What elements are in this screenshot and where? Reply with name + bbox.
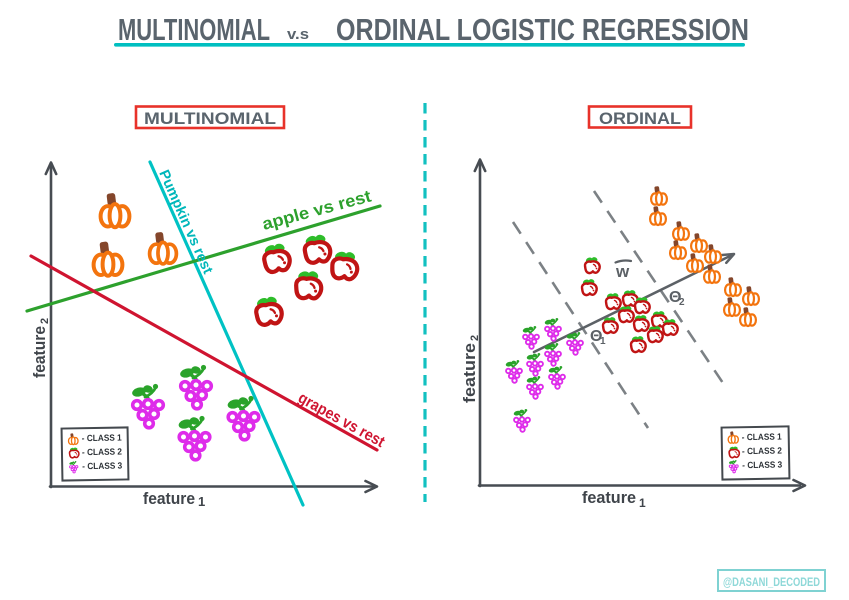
svg-text:- CLASS 3: - CLASS 3 [82,461,122,472]
svg-text:@DASANI_DECODED: @DASANI_DECODED [723,575,820,589]
svg-text:- CLASS 3: - CLASS 3 [742,460,782,471]
svg-text:- CLASS 1: - CLASS 1 [82,433,122,444]
svg-text:- CLASS 2: - CLASS 2 [82,447,122,458]
svg-text:ORDINAL LOGISTIC REGRESSION: ORDINAL LOGISTIC REGRESSION [336,12,749,47]
svg-text:feature: feature [460,343,479,403]
svg-text:1: 1 [639,496,646,510]
svg-text:- CLASS 2: - CLASS 2 [742,446,782,457]
svg-text:MULTINOMIAL: MULTINOMIAL [144,109,276,128]
svg-text:ORDINAL: ORDINAL [599,109,681,128]
svg-text:w: w [615,262,630,281]
svg-text:feature: feature [30,326,49,378]
svg-text:feature: feature [582,488,636,507]
svg-text:MULTINOMIAL: MULTINOMIAL [118,12,270,47]
svg-text:v.s: v.s [287,26,309,43]
svg-text:1: 1 [600,336,606,347]
svg-text:2: 2 [39,318,51,324]
svg-text:Θ: Θ [669,289,681,306]
svg-text:2: 2 [679,297,685,308]
svg-text:Θ: Θ [590,328,602,345]
svg-text:- CLASS 1: - CLASS 1 [742,432,782,443]
svg-text:2: 2 [469,335,481,341]
svg-text:feature: feature [143,489,195,508]
svg-text:1: 1 [198,494,205,509]
